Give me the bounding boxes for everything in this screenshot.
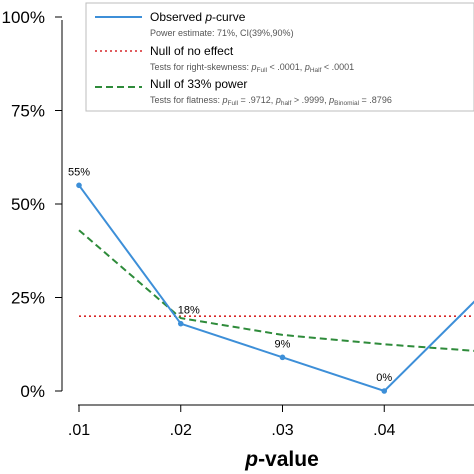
legend-observed-title: Observed p-curve (150, 10, 246, 24)
x-tick-label: .01 (68, 422, 90, 439)
legend-observed-detail: Power estimate: 71%, CI(39%,90%) (150, 28, 294, 38)
point-label: 55% (68, 166, 90, 178)
legend: Observed p-curve Power estimate: 71%, CI… (85, 2, 474, 112)
point-label: 0% (376, 372, 392, 384)
series-line-observed-p-curve (78, 184, 474, 393)
x-axis-label: p-value (244, 448, 319, 471)
legend-power-detail: Tests for flatness: pFull = .9712, phalf… (150, 95, 392, 107)
observed-point (279, 354, 286, 361)
x-tick-label: .04 (373, 422, 395, 439)
y-tick-label: 100% (2, 8, 45, 27)
series-layer (76, 182, 474, 394)
x-axis-ticks: .01 .02 .03 .04 (68, 405, 395, 439)
legend-power-title: Null of 33% power (150, 77, 247, 91)
point-label: 9% (275, 338, 291, 350)
legend-null-title: Null of no effect (150, 44, 234, 58)
observed-point (76, 182, 82, 189)
x-tick-label: .03 (271, 422, 293, 439)
series-line-null-of-33-power (78, 229, 474, 352)
y-tick-label: 75% (11, 102, 45, 121)
legend-null-detail: Tests for right-skewness: pFull < .0001,… (150, 62, 354, 74)
x-tick-label: .02 (170, 422, 192, 439)
y-tick-label: 0% (20, 382, 45, 401)
y-tick-label: 25% (11, 289, 45, 308)
observed-point (177, 320, 184, 327)
y-axis-ticks: 0% 25% 50% 75% 100% (2, 8, 62, 401)
point-label: 18% (178, 305, 200, 317)
point-labels-layer: 55% 18% 9% 0% (68, 166, 392, 384)
y-tick-label: 50% (11, 195, 45, 214)
legend-box (85, 2, 474, 112)
observed-point (381, 388, 388, 394)
